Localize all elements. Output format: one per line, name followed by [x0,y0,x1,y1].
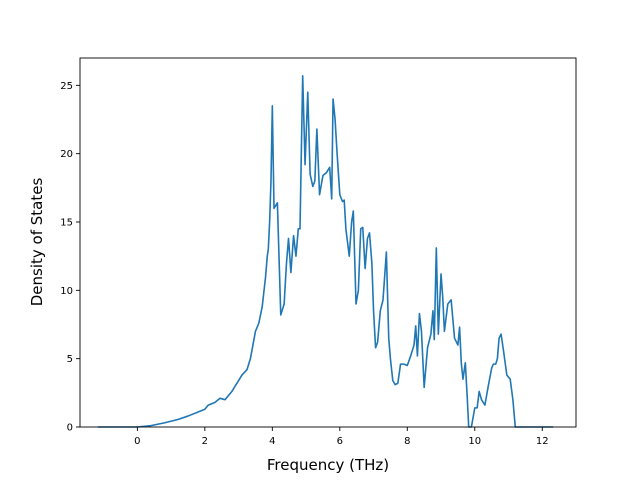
x-tick-label: 0 [134,436,140,447]
x-tick-label: 4 [269,436,275,447]
y-tick-label: 5 [67,354,73,365]
y-tick-label: 0 [67,423,73,434]
y-tick-label: 15 [60,218,73,229]
y-tick-label: 20 [60,149,73,160]
y-axis-label: Density of States [28,178,46,307]
x-tick-label: 2 [202,436,208,447]
x-axis-label: Frequency (THz) [267,456,389,474]
y-tick-label: 25 [60,81,73,92]
y-axis-ticks: 0 5 10 15 20 25 [60,81,80,434]
dos-series-line [97,74,554,428]
y-tick-label: 10 [60,286,73,297]
x-axis-ticks: 0 2 4 6 8 10 12 [134,427,549,447]
x-tick-label: 10 [468,436,481,447]
x-tick-label: 12 [536,436,549,447]
plot-area [97,74,554,428]
x-tick-label: 8 [404,436,410,447]
x-tick-label: 6 [337,436,343,447]
axes-frame [79,57,577,428]
